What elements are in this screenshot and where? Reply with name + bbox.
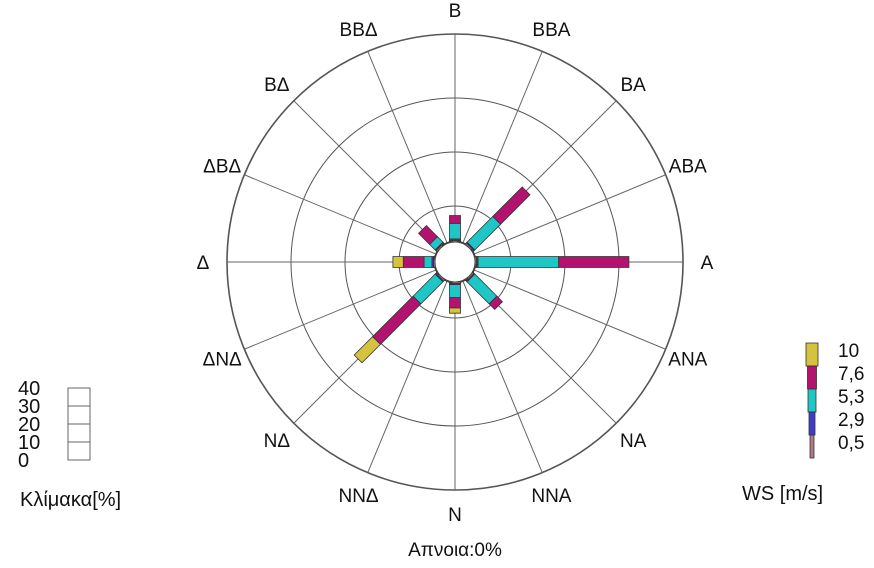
direction-labels: Β ΒΒΑ ΒΑ ΑΒΑ Α ΑΝΑ ΝΑ ΝΝΑ Ν ΝΝΔ ΝΔ ΔΝΔ Δ ΔΒΔ ΒΔ ΒΒΔ — [197, 1, 714, 526]
direction-label: ΑΝΑ — [668, 349, 707, 370]
speed-legend-title: WS [m/s] — [742, 483, 823, 505]
direction-label: ΒΒΔ — [340, 20, 378, 41]
bar-392394-class-3 — [418, 225, 438, 245]
speed-legend: 107,65,32,90,5 WS [m/s] — [742, 341, 864, 505]
direction-label: ΝΔ — [264, 431, 291, 452]
direction-label: Ν — [448, 505, 462, 526]
grid-spoke — [293, 100, 442, 249]
grid-spoke — [244, 174, 437, 255]
bar-39d391-class-3 — [488, 295, 503, 310]
bar-39d394-class-2 — [412, 273, 444, 305]
bar-39d391-class-2 — [466, 273, 498, 305]
scale-box — [67, 441, 91, 461]
direction-label: ΑΒΑ — [669, 157, 707, 178]
wind-bars — [353, 186, 630, 364]
bar-394-class-3 — [402, 256, 425, 268]
grid-spoke — [244, 269, 437, 350]
direction-label: ΝΝΑ — [531, 486, 571, 507]
bar-394-class-2 — [423, 256, 433, 268]
direction-label: ΒΒΑ — [532, 20, 570, 41]
bar-394-class-4 — [392, 256, 404, 268]
direction-label: Β — [449, 1, 462, 22]
direction-label: Α — [701, 253, 714, 274]
scale-label: Κλίμακα[%] — [20, 489, 121, 511]
speed-class-label: 5,3 — [838, 387, 864, 408]
grid-spoke — [473, 269, 666, 350]
bar-39d-class-4 — [449, 307, 461, 314]
grid-spoke — [367, 51, 448, 244]
speed-class-label: 10 — [838, 341, 859, 362]
calm-label: Απνοια:0% — [408, 540, 502, 561]
speed-swatch-1 — [808, 411, 816, 436]
scale-tick-label: 0 — [18, 450, 29, 472]
grid-spoke — [367, 280, 448, 473]
bar-392-class-3 — [449, 215, 461, 224]
bar-39d394-class-4 — [353, 336, 381, 364]
speed-class-label: 2,9 — [838, 410, 864, 431]
grid-spoke — [462, 51, 543, 244]
direction-label: ΒΑ — [621, 75, 647, 96]
bar-39d394-class-3 — [372, 295, 422, 345]
speed-class-label: 7,6 — [838, 364, 864, 385]
bar-391-class-3 — [558, 256, 630, 268]
direction-label: Δ — [197, 253, 210, 274]
bar-39d-class-3 — [449, 297, 461, 309]
direction-label: ΔΝΔ — [203, 349, 242, 370]
scale-tick-label: 40 — [18, 378, 40, 400]
grid-spoke — [473, 174, 666, 255]
speed-swatch-4 — [805, 342, 819, 367]
calm-center-circle — [434, 241, 476, 283]
speed-swatch-0 — [809, 434, 815, 459]
speed-class-label: 0,5 — [838, 433, 864, 454]
scale-box — [67, 405, 91, 425]
direction-label: ΝΑ — [620, 431, 647, 452]
bar-392-class-2 — [449, 222, 461, 240]
bar-39d-class-2 — [449, 284, 461, 299]
speed-swatch-3 — [807, 365, 817, 390]
direction-label: ΒΔ — [264, 75, 290, 96]
speed-swatch-2 — [807, 388, 817, 413]
grid-spoke — [462, 280, 543, 473]
scale-tick-label: 30 — [18, 396, 40, 418]
scale-tick-label: 20 — [18, 414, 40, 436]
direction-label: ΝΝΔ — [338, 486, 378, 507]
direction-label: ΔΒΔ — [203, 157, 241, 178]
scale-tick-label: 10 — [18, 432, 40, 454]
bar-391-class-2 — [477, 256, 560, 268]
scale-box — [67, 387, 91, 407]
bar-392391-class-3 — [492, 186, 531, 225]
scale-box — [67, 423, 91, 443]
